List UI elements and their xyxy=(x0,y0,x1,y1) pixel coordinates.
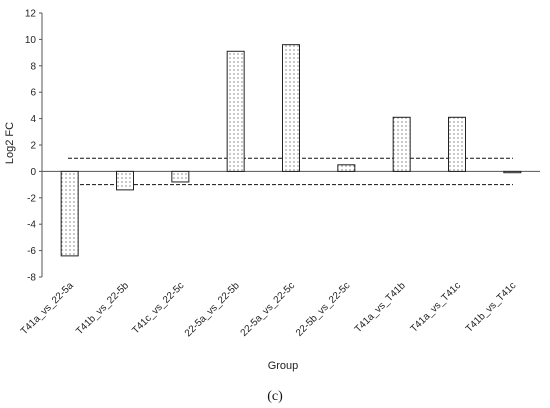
y-tick-label: 0 xyxy=(30,167,36,178)
x-axis-title: Group xyxy=(268,360,299,372)
y-tick-label: 4 xyxy=(30,114,36,125)
bars xyxy=(60,44,522,257)
y-tick-label: 8 xyxy=(30,61,36,72)
y-tick-label: 10 xyxy=(25,35,37,46)
bar-6 xyxy=(392,116,411,172)
bar-0 xyxy=(60,170,79,257)
y-tick-label: 12 xyxy=(25,9,37,20)
x-tick-label: T41b_vs_T41c xyxy=(464,280,519,335)
y-tick-label: -2 xyxy=(27,193,36,204)
bar-5 xyxy=(337,164,356,172)
x-tick-label: 22-5b_vs_22-5c xyxy=(294,280,352,338)
bar-1 xyxy=(116,170,134,191)
bar-3 xyxy=(226,50,245,172)
y-tick-label: 2 xyxy=(30,141,36,152)
y-tick-label: -6 xyxy=(27,246,36,257)
x-tick-label: T41a_vs_22-5a xyxy=(19,280,76,337)
bar-8 xyxy=(503,170,522,174)
x-tick-label: T41a_vs_T41b xyxy=(353,280,408,335)
x-tick-label: T41a_vs_T41c xyxy=(409,280,464,335)
x-tick-label: 22-5a_vs_22-5b xyxy=(183,280,242,339)
y-axis-ticks: 12 10 8 6 4 2 0 -2 -4 -6 -8 xyxy=(25,9,42,284)
x-tick-label: T41b_vs_22-5b xyxy=(74,280,131,337)
x-tick-label: T41c_vs_22-5c xyxy=(130,280,186,336)
y-tick-label: 6 xyxy=(30,88,36,99)
figure-caption: (c) xyxy=(267,389,283,404)
y-tick-label: -4 xyxy=(27,220,36,231)
bar-7 xyxy=(448,116,466,172)
y-axis-title: Log2 FC xyxy=(4,122,16,164)
x-tick-label: 22-5a_vs_22-5c xyxy=(239,280,297,338)
bar-2 xyxy=(171,170,190,183)
bar-4 xyxy=(282,44,300,172)
y-tick-label: -8 xyxy=(27,273,36,284)
